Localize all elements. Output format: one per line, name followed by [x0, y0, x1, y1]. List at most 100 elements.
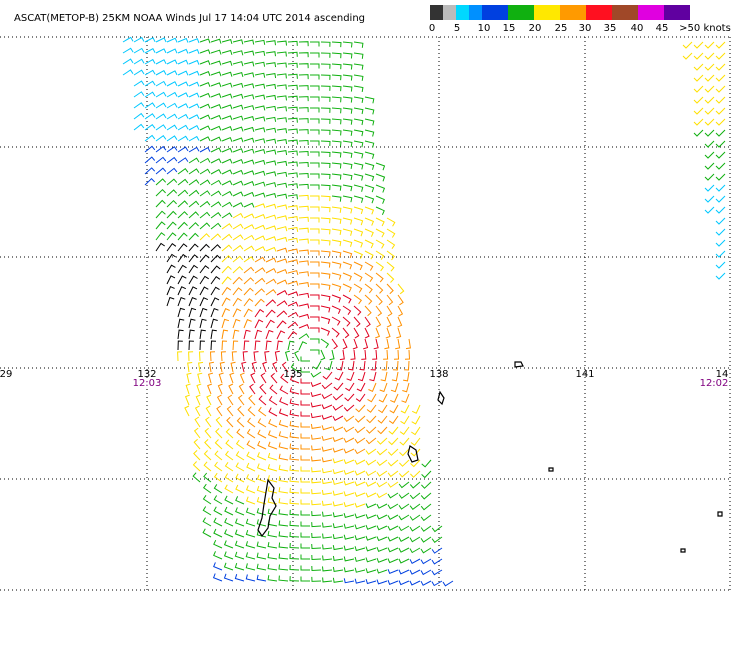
- wind-barb: [242, 351, 248, 362]
- wind-barb: [284, 350, 291, 362]
- wind-barb: [704, 52, 715, 60]
- wind-barb: [682, 41, 693, 49]
- wind-barb: [265, 105, 277, 111]
- wind-barb: [715, 217, 726, 225]
- colorbar-swatch: [508, 5, 534, 20]
- wind-barb: [245, 541, 256, 549]
- wind-barb: [210, 190, 222, 197]
- wind-barb: [265, 171, 277, 177]
- wind-barb: [133, 47, 145, 54]
- wind-barb: [243, 61, 255, 67]
- wind-barb: [232, 115, 244, 121]
- wind-barb: [256, 463, 267, 472]
- wind-barb: [276, 95, 287, 101]
- wind-barb: [364, 151, 375, 159]
- wind-barb: [265, 268, 277, 274]
- wind-barb: [704, 85, 715, 93]
- wind-barb: [431, 558, 443, 565]
- wind-barb: [274, 350, 280, 362]
- wind-barb: [353, 283, 363, 293]
- longitude-label: 141: [575, 369, 594, 380]
- wind-barb: [228, 383, 234, 395]
- wind-barb: [353, 173, 364, 181]
- wind-barb: [267, 452, 278, 461]
- wind-barb: [287, 117, 298, 123]
- wind-barb: [221, 49, 233, 55]
- wind-barb: [420, 547, 432, 554]
- wind-barb: [235, 462, 245, 472]
- wind-barb: [298, 238, 309, 244]
- wind-barb: [366, 415, 377, 424]
- wind-barb: [188, 38, 200, 44]
- wind-barb: [715, 195, 726, 203]
- wind-barb: [199, 233, 210, 241]
- wind-barb: [300, 466, 310, 472]
- wind-barb: [383, 349, 389, 360]
- wind-barb: [410, 448, 421, 457]
- wind-barb: [331, 272, 342, 280]
- wind-barb: [287, 128, 298, 134]
- wind-barb: [396, 327, 402, 339]
- wind-barb: [421, 481, 432, 489]
- wind-barb: [199, 307, 208, 318]
- wind-barb: [276, 84, 287, 90]
- wind-barb: [166, 253, 176, 263]
- wind-barb: [715, 250, 726, 258]
- wind-barb: [265, 73, 277, 79]
- wind-barb: [294, 350, 300, 362]
- wind-barb: [376, 536, 388, 542]
- wind-barb: [310, 391, 322, 398]
- wind-barb: [232, 180, 244, 186]
- wind-barb: [210, 169, 222, 175]
- wind-barb: [133, 112, 145, 120]
- wind-barb: [715, 85, 726, 93]
- wind-barb: [320, 305, 331, 313]
- colorbar: 0 5 10 15 20 25 30 35 40 45 >50 knots: [429, 5, 731, 34]
- wind-barb: [210, 71, 222, 77]
- wind-barb: [166, 156, 178, 164]
- wind-barb: [332, 490, 344, 496]
- wind-barb: [287, 62, 298, 68]
- wind-barb: [265, 138, 277, 144]
- wind-barb: [243, 319, 252, 329]
- wind-barb: [166, 124, 178, 131]
- wind-barb: [409, 536, 421, 543]
- wind-barb: [311, 511, 322, 517]
- wind-barb: [217, 383, 223, 395]
- wind-barb: [267, 530, 278, 538]
- wind-barb: [254, 170, 266, 176]
- wind-barb: [320, 316, 331, 324]
- pass-time: 12:03: [133, 378, 162, 389]
- wind-barb: [243, 256, 255, 263]
- wind-barb: [278, 442, 289, 450]
- wind-barb: [223, 573, 234, 582]
- wind-barb: [364, 294, 373, 305]
- wind-barb: [267, 575, 278, 582]
- wind-barb: [298, 341, 308, 351]
- wind-barb: [236, 428, 245, 439]
- wind-barb: [331, 162, 342, 169]
- wind-barb: [342, 217, 353, 225]
- wind-barb: [155, 70, 167, 76]
- wind-barb: [355, 404, 366, 413]
- wind-barb: [276, 182, 288, 188]
- wind-barb: [229, 372, 235, 384]
- wind-barb: [278, 487, 289, 494]
- wind-barb: [213, 562, 223, 571]
- wind-barb: [298, 303, 310, 309]
- wind-barb: [381, 360, 388, 371]
- wind-barb: [199, 190, 211, 197]
- wind-barb: [243, 83, 255, 89]
- wind-barb: [177, 103, 189, 109]
- wind-barb: [247, 417, 256, 428]
- wind-barb: [715, 162, 726, 170]
- wind-barb: [369, 371, 377, 382]
- wind-barb: [331, 327, 340, 338]
- wind-barb: [278, 542, 289, 549]
- wind-barb: [365, 492, 377, 498]
- wind-barb: [221, 38, 233, 45]
- wind-barb: [332, 577, 344, 583]
- wind-barb: [224, 473, 234, 483]
- wind-barb: [300, 433, 310, 439]
- wind-barb: [298, 161, 309, 168]
